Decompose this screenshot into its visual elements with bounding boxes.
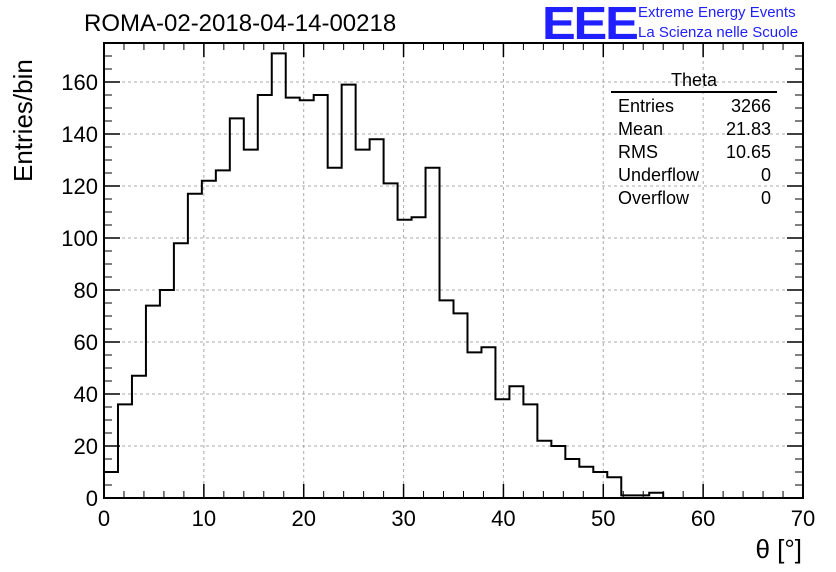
stats-row: Underflow 0 bbox=[611, 164, 777, 187]
stats-label: Mean bbox=[618, 119, 664, 139]
x-tick-label: 70 bbox=[791, 506, 815, 531]
stats-label: RMS bbox=[618, 142, 658, 162]
y-tick-label: 60 bbox=[74, 330, 98, 355]
y-tick-label: 20 bbox=[74, 434, 98, 459]
x-axis-label: θ [°] bbox=[755, 534, 802, 564]
plot-frame bbox=[103, 42, 804, 499]
y-tick-label: 160 bbox=[61, 70, 98, 95]
x-tick-label: 20 bbox=[291, 506, 315, 531]
stats-row: Overflow 0 bbox=[611, 187, 777, 210]
stats-value: 21.83 bbox=[725, 119, 771, 139]
stats-value: 0 bbox=[760, 188, 771, 208]
chart-title: ROMA-02-2018-04-14-00218 bbox=[84, 10, 397, 37]
y-tick-label: 140 bbox=[61, 122, 98, 147]
stats-value: 0 bbox=[760, 165, 771, 185]
grid bbox=[104, 43, 803, 498]
eee-logo: EEE bbox=[542, 0, 639, 49]
stats-row: Mean 21.83 bbox=[611, 118, 777, 141]
logo-line-1: Extreme Energy Events bbox=[638, 4, 796, 21]
x-tick-label: 0 bbox=[98, 506, 110, 531]
tick-labels: 0 10 20 30 40 50 60 70 0 20 40 60 80 100 120 140 160 bbox=[61, 70, 815, 531]
stats-value: 3266 bbox=[730, 96, 771, 116]
y-tick-label: 40 bbox=[74, 382, 98, 407]
y-tick-label: 120 bbox=[61, 174, 98, 199]
x-tick-label: 40 bbox=[491, 506, 515, 531]
stats-value: 10.65 bbox=[725, 142, 771, 162]
y-tick-label: 80 bbox=[74, 278, 98, 303]
stats-row: RMS 10.65 bbox=[611, 141, 777, 164]
logo-line-2: La Scienza nelle Scuole bbox=[638, 24, 799, 41]
stats-title: Theta bbox=[611, 70, 777, 93]
stats-label: Overflow bbox=[618, 188, 690, 208]
stats-label: Underflow bbox=[618, 165, 700, 185]
histogram-line bbox=[104, 52, 803, 499]
x-tick-label: 10 bbox=[192, 506, 216, 531]
y-tick-label: 0 bbox=[86, 486, 98, 511]
stats-box: Theta Entries 3266 Mean 21.83 RMS 10.65 Und… bbox=[611, 70, 777, 210]
x-tick-label: 30 bbox=[391, 506, 415, 531]
x-tick-label: 50 bbox=[591, 506, 615, 531]
stats-label: Entries bbox=[618, 96, 675, 116]
stats-row: Entries 3266 bbox=[611, 95, 777, 118]
x-tick-label: 60 bbox=[691, 506, 715, 531]
y-tick-label: 100 bbox=[61, 226, 98, 251]
y-axis-label: Entries/bin bbox=[8, 59, 38, 182]
